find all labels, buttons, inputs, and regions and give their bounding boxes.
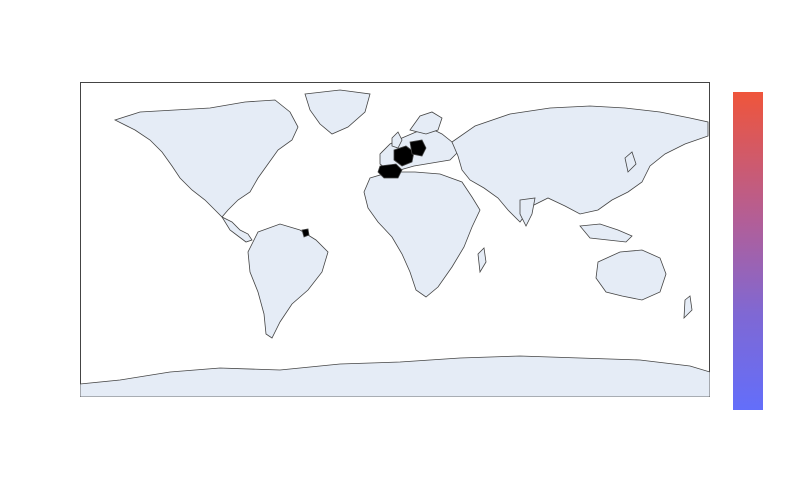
indian-peninsula [519, 197, 536, 227]
region-french-guiana[interactable] [301, 228, 310, 238]
southeast-asia-islands [579, 223, 633, 243]
north-america [113, 99, 299, 218]
antarctica [80, 355, 710, 397]
central-america [220, 216, 253, 243]
region-france[interactable] [393, 145, 415, 167]
madagascar [477, 247, 487, 274]
region-spain[interactable] [377, 163, 403, 179]
region-germany[interactable] [409, 139, 427, 157]
scandinavia [409, 111, 443, 135]
new-zealand [683, 295, 693, 320]
africa [363, 171, 481, 298]
japan [624, 151, 637, 173]
world-map[interactable] [80, 82, 710, 397]
colorbar [733, 92, 763, 410]
land-layer [80, 89, 710, 397]
asia [451, 105, 709, 223]
australia [595, 249, 667, 301]
greenland [304, 89, 371, 135]
british-isles [391, 131, 403, 149]
